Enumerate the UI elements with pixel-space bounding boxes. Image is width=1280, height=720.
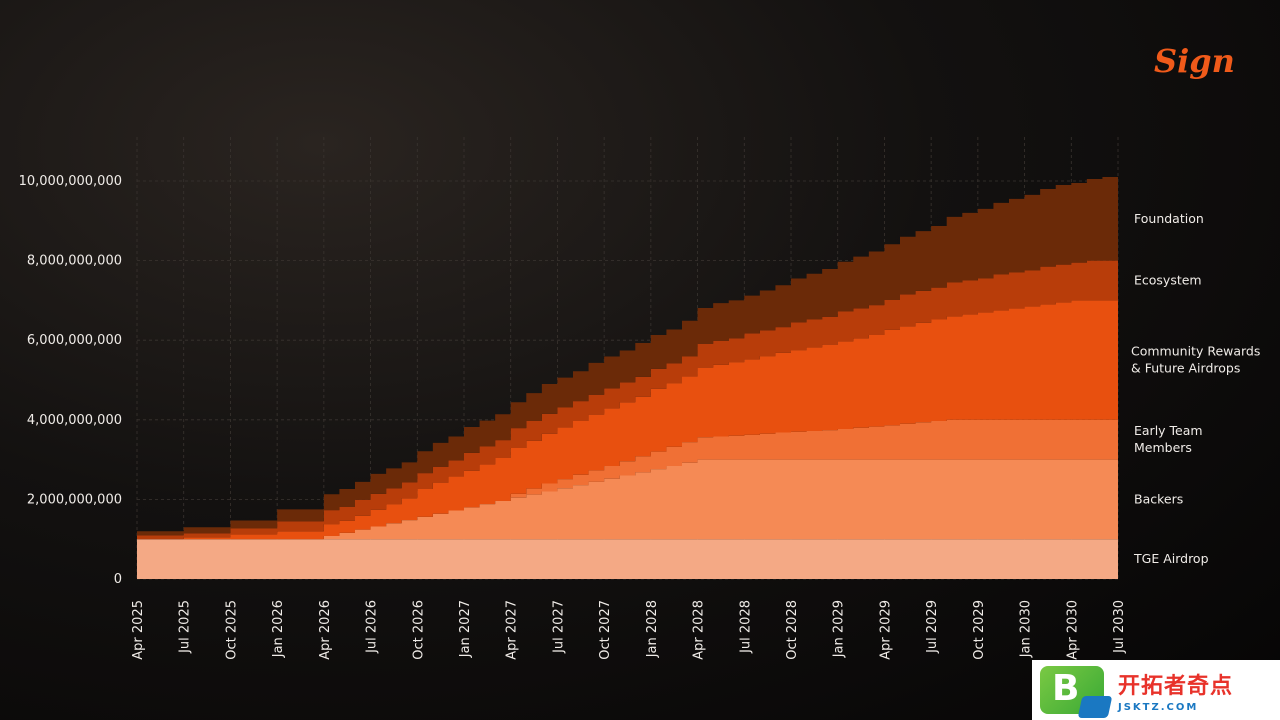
watermark-url: JSKTZ.COM [1118,701,1199,713]
x-tick-label: Oct 2028 [785,600,800,660]
series-label: Early Team Members [1134,423,1203,455]
x-axis: Apr 2025 Jul 2025 Oct 2025 Jan 2026 Apr 2026… [131,600,1127,660]
area-series-0 [137,539,1118,579]
y-tick-label: 4,000,000,000 [27,413,122,428]
area-series-5 [137,177,1118,536]
x-tick-label: Jul 2027 [551,600,566,654]
x-tick-label: Jan 2030 [1019,600,1034,658]
series-label: TGE Airdrop [1133,551,1209,566]
y-tick-label: 8,000,000,000 [27,254,122,269]
sign-logo: Sign [1154,42,1235,80]
x-tick-label: Apr 2029 [878,600,893,660]
series-label: Ecosystem [1134,273,1202,288]
x-tick-label: Apr 2025 [131,600,146,660]
y-tick-label: 6,000,000,000 [27,333,122,348]
area-series-2 [137,419,1118,540]
watermark-title: 开拓者奇点 [1118,673,1234,699]
x-tick-label: Jan 2028 [645,600,660,658]
y-tick-label: 10,000,000,000 [19,174,122,189]
series-label: Community Rewards & Future Airdrops [1131,344,1260,376]
x-tick-label: Jul 2029 [925,600,940,654]
y-axis: 0 2,000,000,000 4,000,000,000 6,000,000,000… [19,174,122,587]
area-series-4 [137,260,1118,540]
x-tick-label: Oct 2026 [411,600,426,660]
series-label: Foundation [1134,211,1204,226]
x-tick-label: Jul 2026 [365,600,380,654]
x-tick-label: Apr 2030 [1065,600,1080,660]
x-tick-label: Oct 2029 [972,600,987,660]
watermark-logo: B 开拓者奇点 JSKTZ.COM [1032,660,1280,720]
y-tick-label: 0 [114,572,122,587]
x-tick-label: Jul 2025 [178,600,193,654]
x-tick-label: Oct 2027 [598,600,613,660]
series-labels: TGE Airdrop Backers Early Team Members Commu… [1131,211,1260,566]
series-label: Backers [1134,491,1183,506]
x-tick-label: Jul 2028 [738,600,753,654]
watermark-badge-icon: B [1040,666,1113,718]
x-tick-label: Oct 2025 [224,600,239,660]
x-tick-label: Jan 2027 [458,600,473,658]
area-series-3 [137,300,1118,540]
chart-areas [137,177,1118,579]
x-tick-label: Jan 2026 [271,600,286,658]
x-tick-label: Apr 2028 [692,600,707,660]
x-tick-label: Jan 2029 [832,600,847,658]
x-tick-label: Apr 2026 [318,600,333,660]
area-series-1 [137,459,1118,540]
sign-logo-text: Sign [1154,42,1235,80]
x-tick-label: Jul 2030 [1112,600,1127,654]
y-tick-label: 2,000,000,000 [27,492,122,507]
x-tick-label: Apr 2027 [505,600,520,660]
